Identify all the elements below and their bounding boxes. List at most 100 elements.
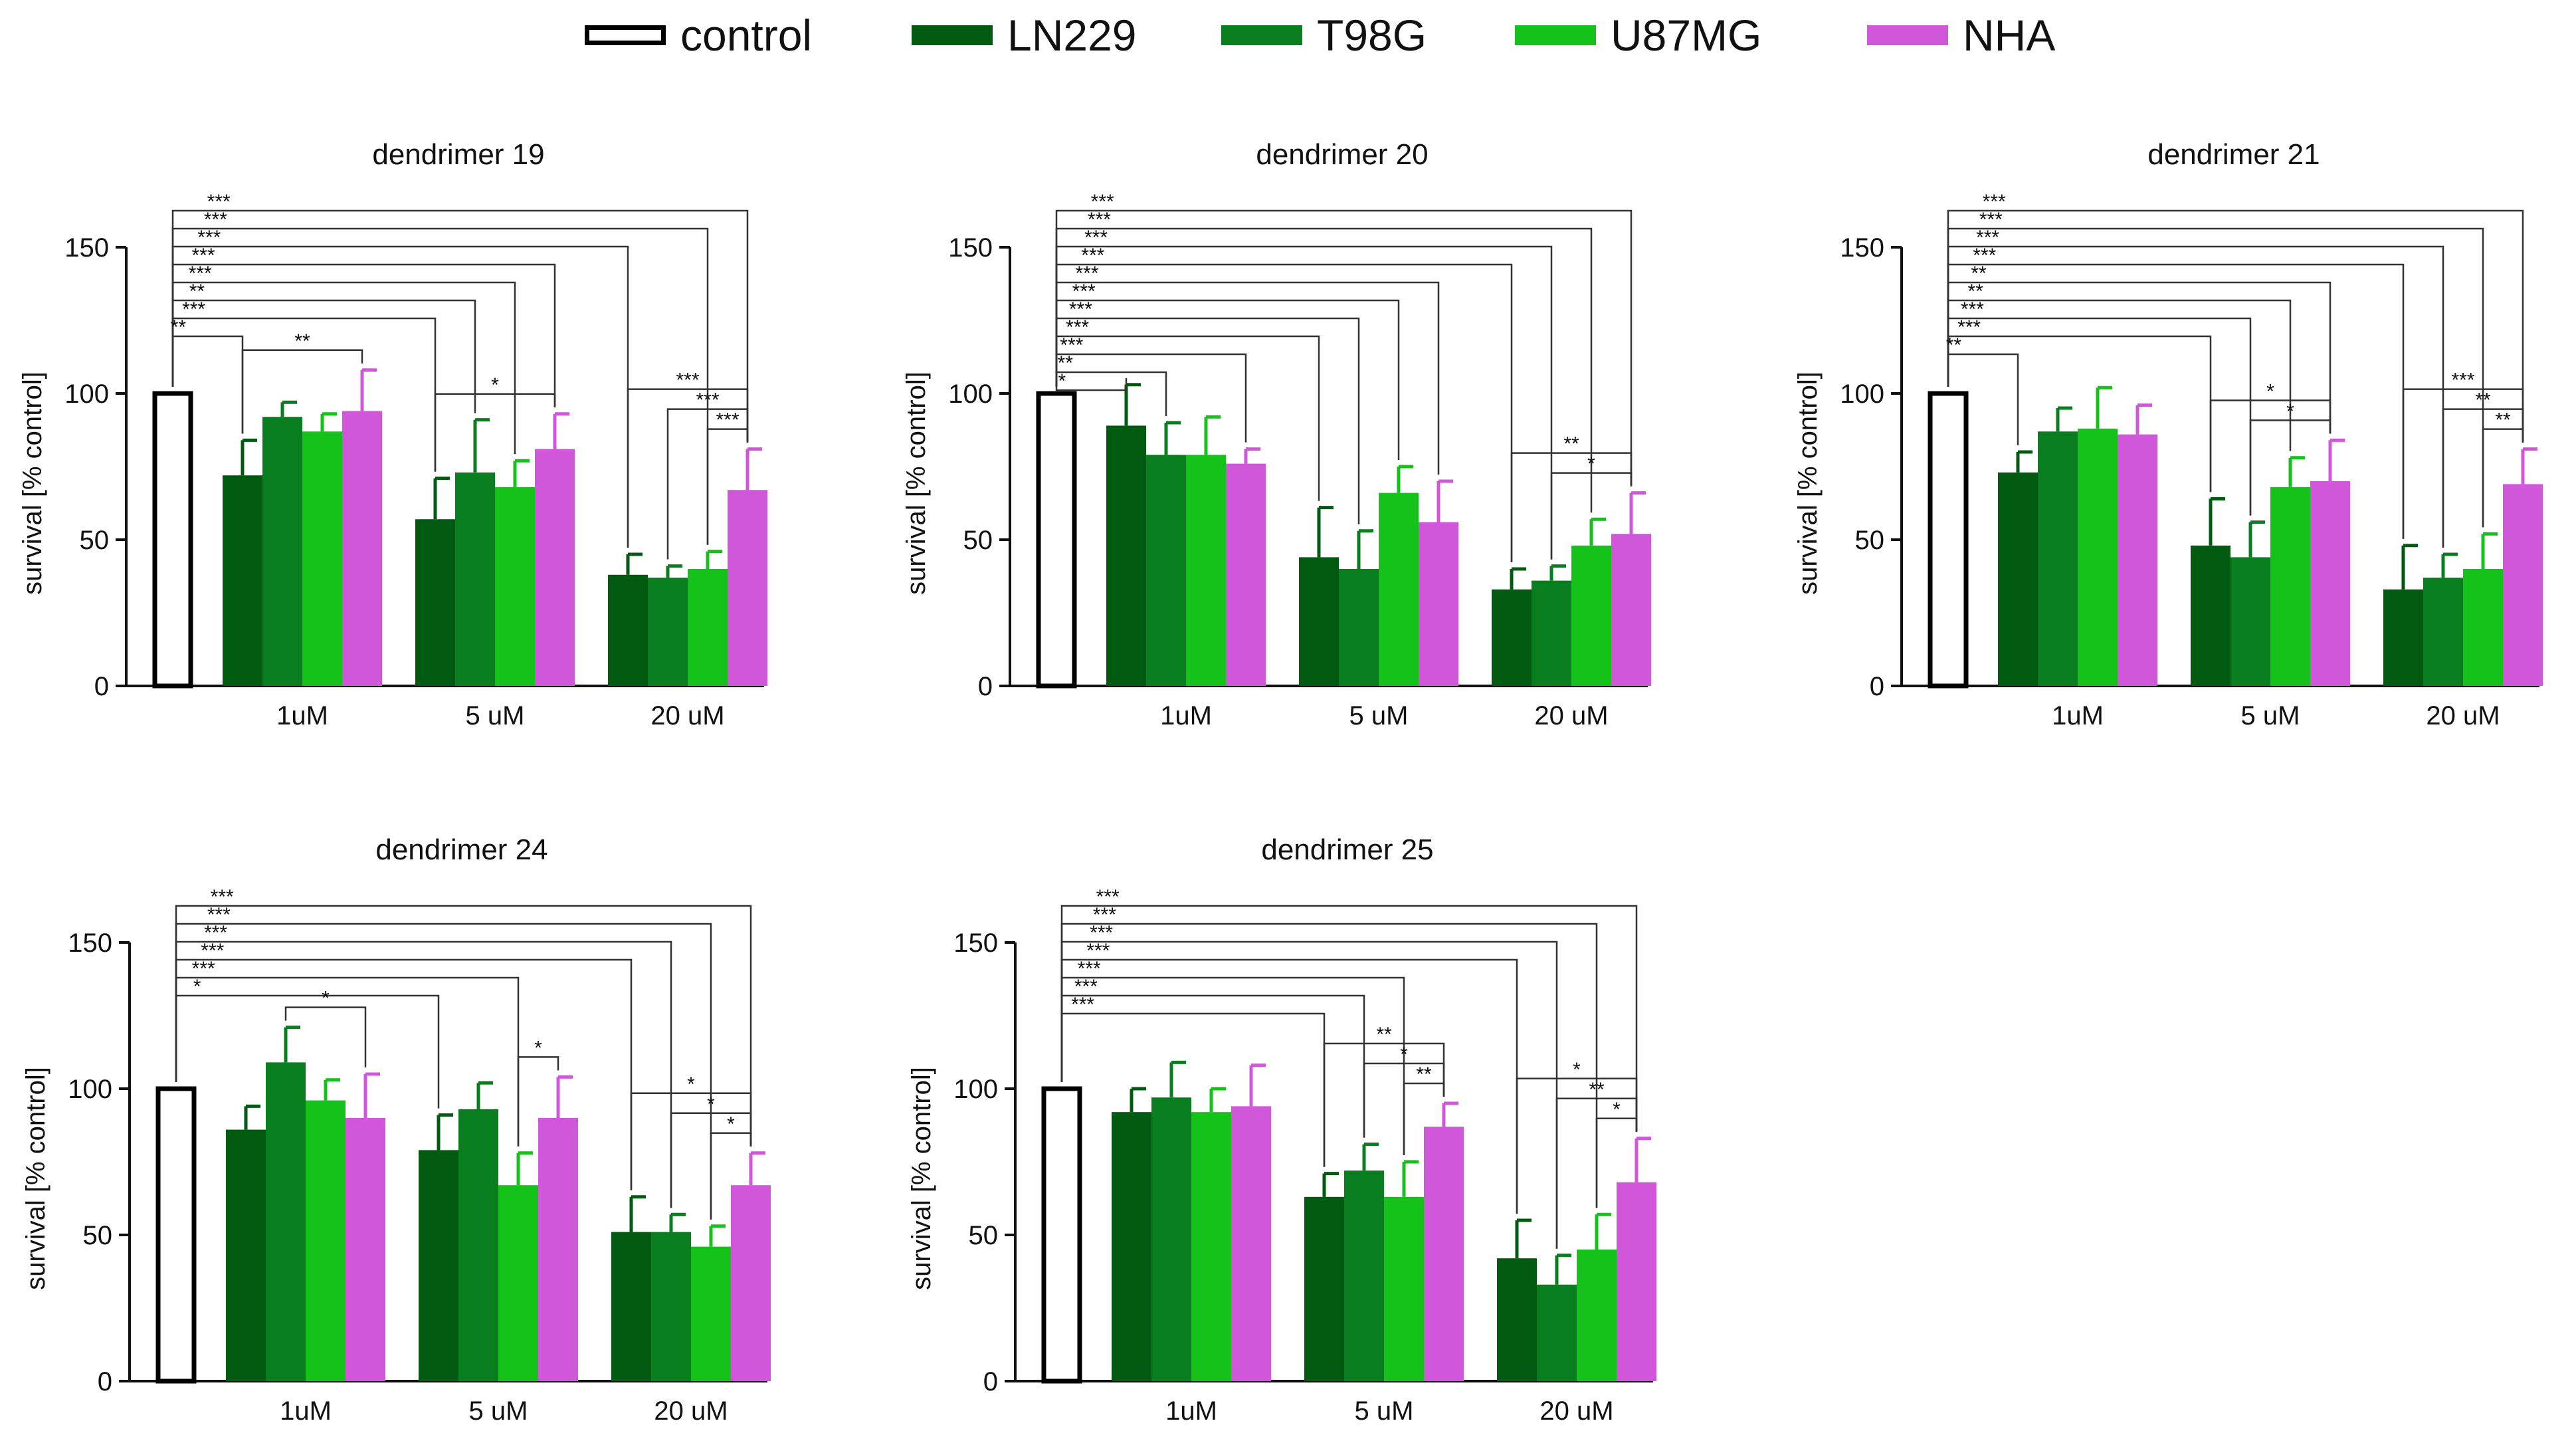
significance-label: *** (1088, 209, 1111, 231)
bar-U87MG-5uM (495, 487, 535, 686)
significance-label: ** (1376, 1024, 1392, 1045)
x-tick-label: 5 uM (469, 1396, 528, 1426)
significance-label: *** (1066, 316, 1089, 338)
legend-swatch-u87mg (1515, 25, 1596, 45)
bar-T98G-5uM (455, 472, 495, 686)
bar-NHA-1uM (346, 1118, 385, 1381)
significance-bracket (517, 1056, 559, 1147)
significance-label: * (707, 1093, 715, 1115)
bar-T98G-1uM (2038, 431, 2078, 686)
significance-label: *** (204, 209, 227, 231)
significance-bracket (284, 1006, 367, 1067)
significance-label: *** (189, 263, 212, 284)
significance-label: * (2286, 400, 2294, 422)
significance-bracket (1947, 299, 2292, 451)
bar-U87MG-20uM (2463, 569, 2503, 686)
significance-label: * (1400, 1044, 1408, 1065)
bar-LN229-20uM (1497, 1258, 1537, 1381)
significance-label: *** (197, 227, 221, 249)
x-tick-label: 5 uM (2241, 701, 2300, 730)
x-tick-label: 1uM (276, 701, 328, 730)
significance-label: *** (1075, 263, 1098, 284)
bar-LN229-5uM (1299, 557, 1339, 686)
bar-LN229-20uM (611, 1232, 651, 1381)
bar-T98G-5uM (2230, 557, 2270, 686)
bar-NHA-5uM (1419, 522, 1458, 686)
significance-bracket (171, 299, 476, 413)
significance-label: * (491, 374, 499, 396)
bar-U87MG-5uM (2270, 487, 2310, 686)
bar-U87MG-1uM (306, 1100, 346, 1381)
bar-U87MG-1uM (2078, 428, 2118, 686)
y-tick-label: 150 (68, 929, 112, 958)
legend-swatch-t98g (1221, 25, 1302, 45)
bar-T98G-5uM (1339, 569, 1379, 686)
bar-LN229-5uM (419, 1150, 458, 1381)
significance-label: * (193, 976, 201, 998)
significance-bracket (1595, 1117, 1638, 1208)
significance-label: * (1573, 1059, 1581, 1081)
y-tick-label: 150 (953, 929, 998, 958)
significance-bracket (1555, 1097, 1638, 1249)
x-tick-label: 5 uM (1355, 1396, 1414, 1426)
bar-NHA-20uM (1611, 534, 1651, 686)
significance-label: *** (1983, 191, 2006, 213)
significance-label: * (1058, 370, 1066, 392)
significance-label: ** (1946, 334, 1962, 356)
panel-dendrimer-19: dendrimer 19 survival [% control] 0 50 100 15… (18, 138, 767, 730)
y-tick-label: 0 (983, 1367, 998, 1396)
chart-title: dendrimer 21 (2147, 138, 2320, 171)
significance-bracket (1947, 209, 2524, 443)
x-tick-label: 1uM (1160, 701, 1212, 730)
significance-bracket (241, 349, 363, 434)
bar-T98G-20uM (2423, 578, 2463, 686)
significance-bracket (710, 1132, 752, 1220)
significance-label: ** (2475, 389, 2491, 411)
bar-U87MG-20uM (1571, 545, 1611, 686)
bar-NHA-5uM (538, 1118, 578, 1381)
significance-label: *** (192, 958, 215, 980)
x-tick-label: 5 uM (466, 701, 525, 730)
significance-label: * (2266, 380, 2274, 402)
bar-NHA-1uM (1231, 1106, 1271, 1381)
bar-LN229-20uM (1492, 589, 1532, 686)
bar-LN229-5uM (415, 519, 455, 686)
legend-item-control: control (585, 11, 812, 60)
panel-dendrimer-20: dendrimer 20 survival [% control] 0 50 100 15… (902, 138, 1651, 730)
bar-LN229-1uM (223, 475, 262, 686)
bar-LN229-1uM (1106, 425, 1146, 686)
y-tick-label: 50 (80, 526, 110, 555)
y-tick-label: 0 (1870, 672, 1884, 701)
significance-label: *** (676, 370, 699, 391)
y-tick-label: 100 (953, 1075, 998, 1104)
significance-label: ** (2495, 409, 2511, 431)
significance-label: *** (211, 886, 234, 908)
significance-label: ** (294, 330, 310, 352)
legend-item-ln229: LN229 (912, 11, 1137, 60)
significance-label: *** (1072, 280, 1096, 302)
significance-bracket (171, 209, 749, 443)
significance-label: *** (1071, 994, 1094, 1016)
legend: control LN229 T98G U87MG NHA (0, 0, 2576, 73)
significance-label: ** (171, 316, 187, 338)
significance-label: *** (2451, 370, 2474, 391)
bar-LN229-1uM (226, 1129, 266, 1381)
bar-NHA-5uM (1424, 1127, 1464, 1381)
legend-item-u87mg: U87MG (1515, 11, 1761, 60)
significance-label: ** (189, 280, 205, 302)
bar-LN229-1uM (1112, 1112, 1151, 1381)
significance-label: * (1587, 453, 1595, 475)
panel-dendrimer-21: dendrimer 21 survival [% control] 0 50 100 15… (1793, 138, 2543, 730)
panel-dendrimer-24: dendrimer 24 survival [% control] 0 50 100 15… (21, 833, 771, 1426)
significance-label: ** (1058, 352, 1074, 374)
significance-label: *** (1976, 227, 1999, 249)
bar-T98G-1uM (266, 1062, 306, 1381)
bar-U87MG-1uM (1191, 1112, 1231, 1381)
significance-bracket (706, 428, 749, 545)
significance-label: * (727, 1113, 735, 1135)
bar-T98G-5uM (458, 1109, 498, 1381)
significance-label: *** (1091, 191, 1114, 213)
y-axis-label: survival [% control] (902, 372, 931, 595)
y-tick-label: 150 (1840, 233, 1884, 263)
y-tick-label: 0 (98, 1367, 112, 1396)
